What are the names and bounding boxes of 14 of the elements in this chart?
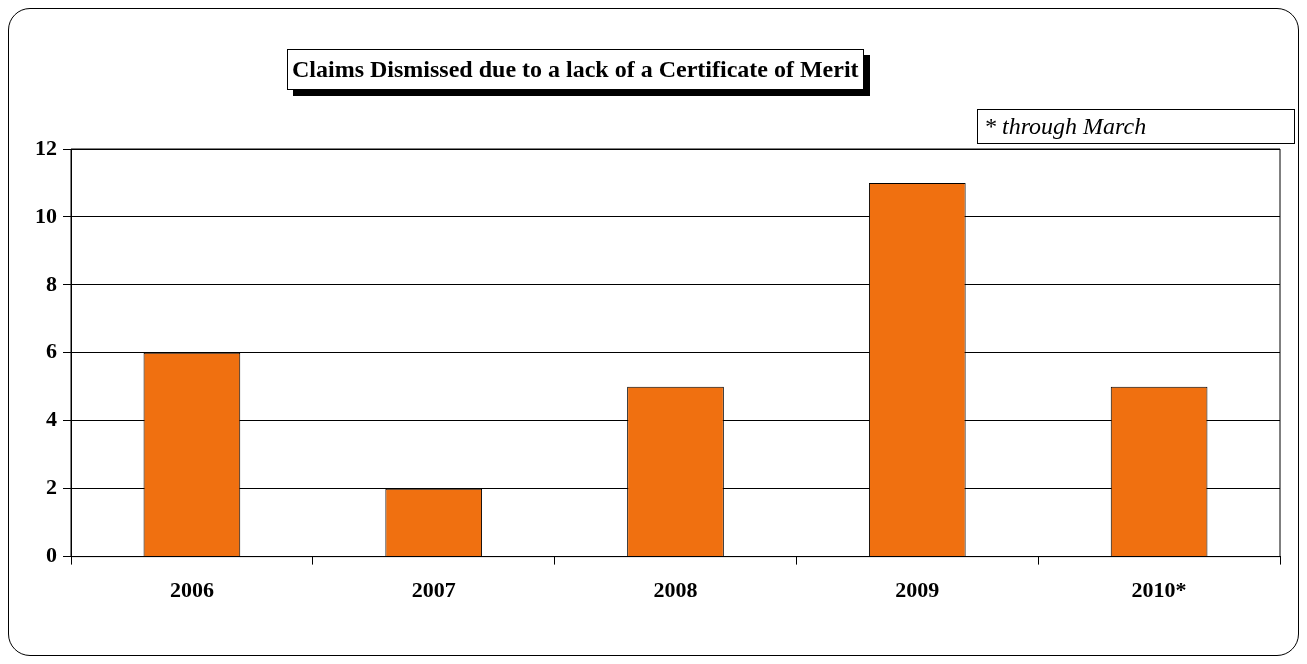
x-tick-label: 2007	[411, 577, 456, 603]
y-tick-label: 8	[46, 270, 57, 296]
y-tick-label: 2	[46, 474, 57, 500]
y-tick-label: 12	[35, 134, 57, 160]
y-tick-label: 10	[35, 202, 57, 228]
x-tick-label: 2006	[169, 577, 214, 603]
x-tick-label: 2008	[653, 577, 698, 603]
chart-title: Claims Dismissed due to a lack of a Certificate of Merit	[287, 49, 864, 90]
y-tick-label: 0	[46, 542, 57, 568]
x-tick-label: 2010*	[1131, 577, 1187, 603]
y-tick-label: 6	[46, 338, 57, 364]
text: * through March	[977, 109, 1295, 144]
y-tick-label: 4	[46, 406, 57, 432]
x-tick-label: 2009	[895, 577, 940, 603]
